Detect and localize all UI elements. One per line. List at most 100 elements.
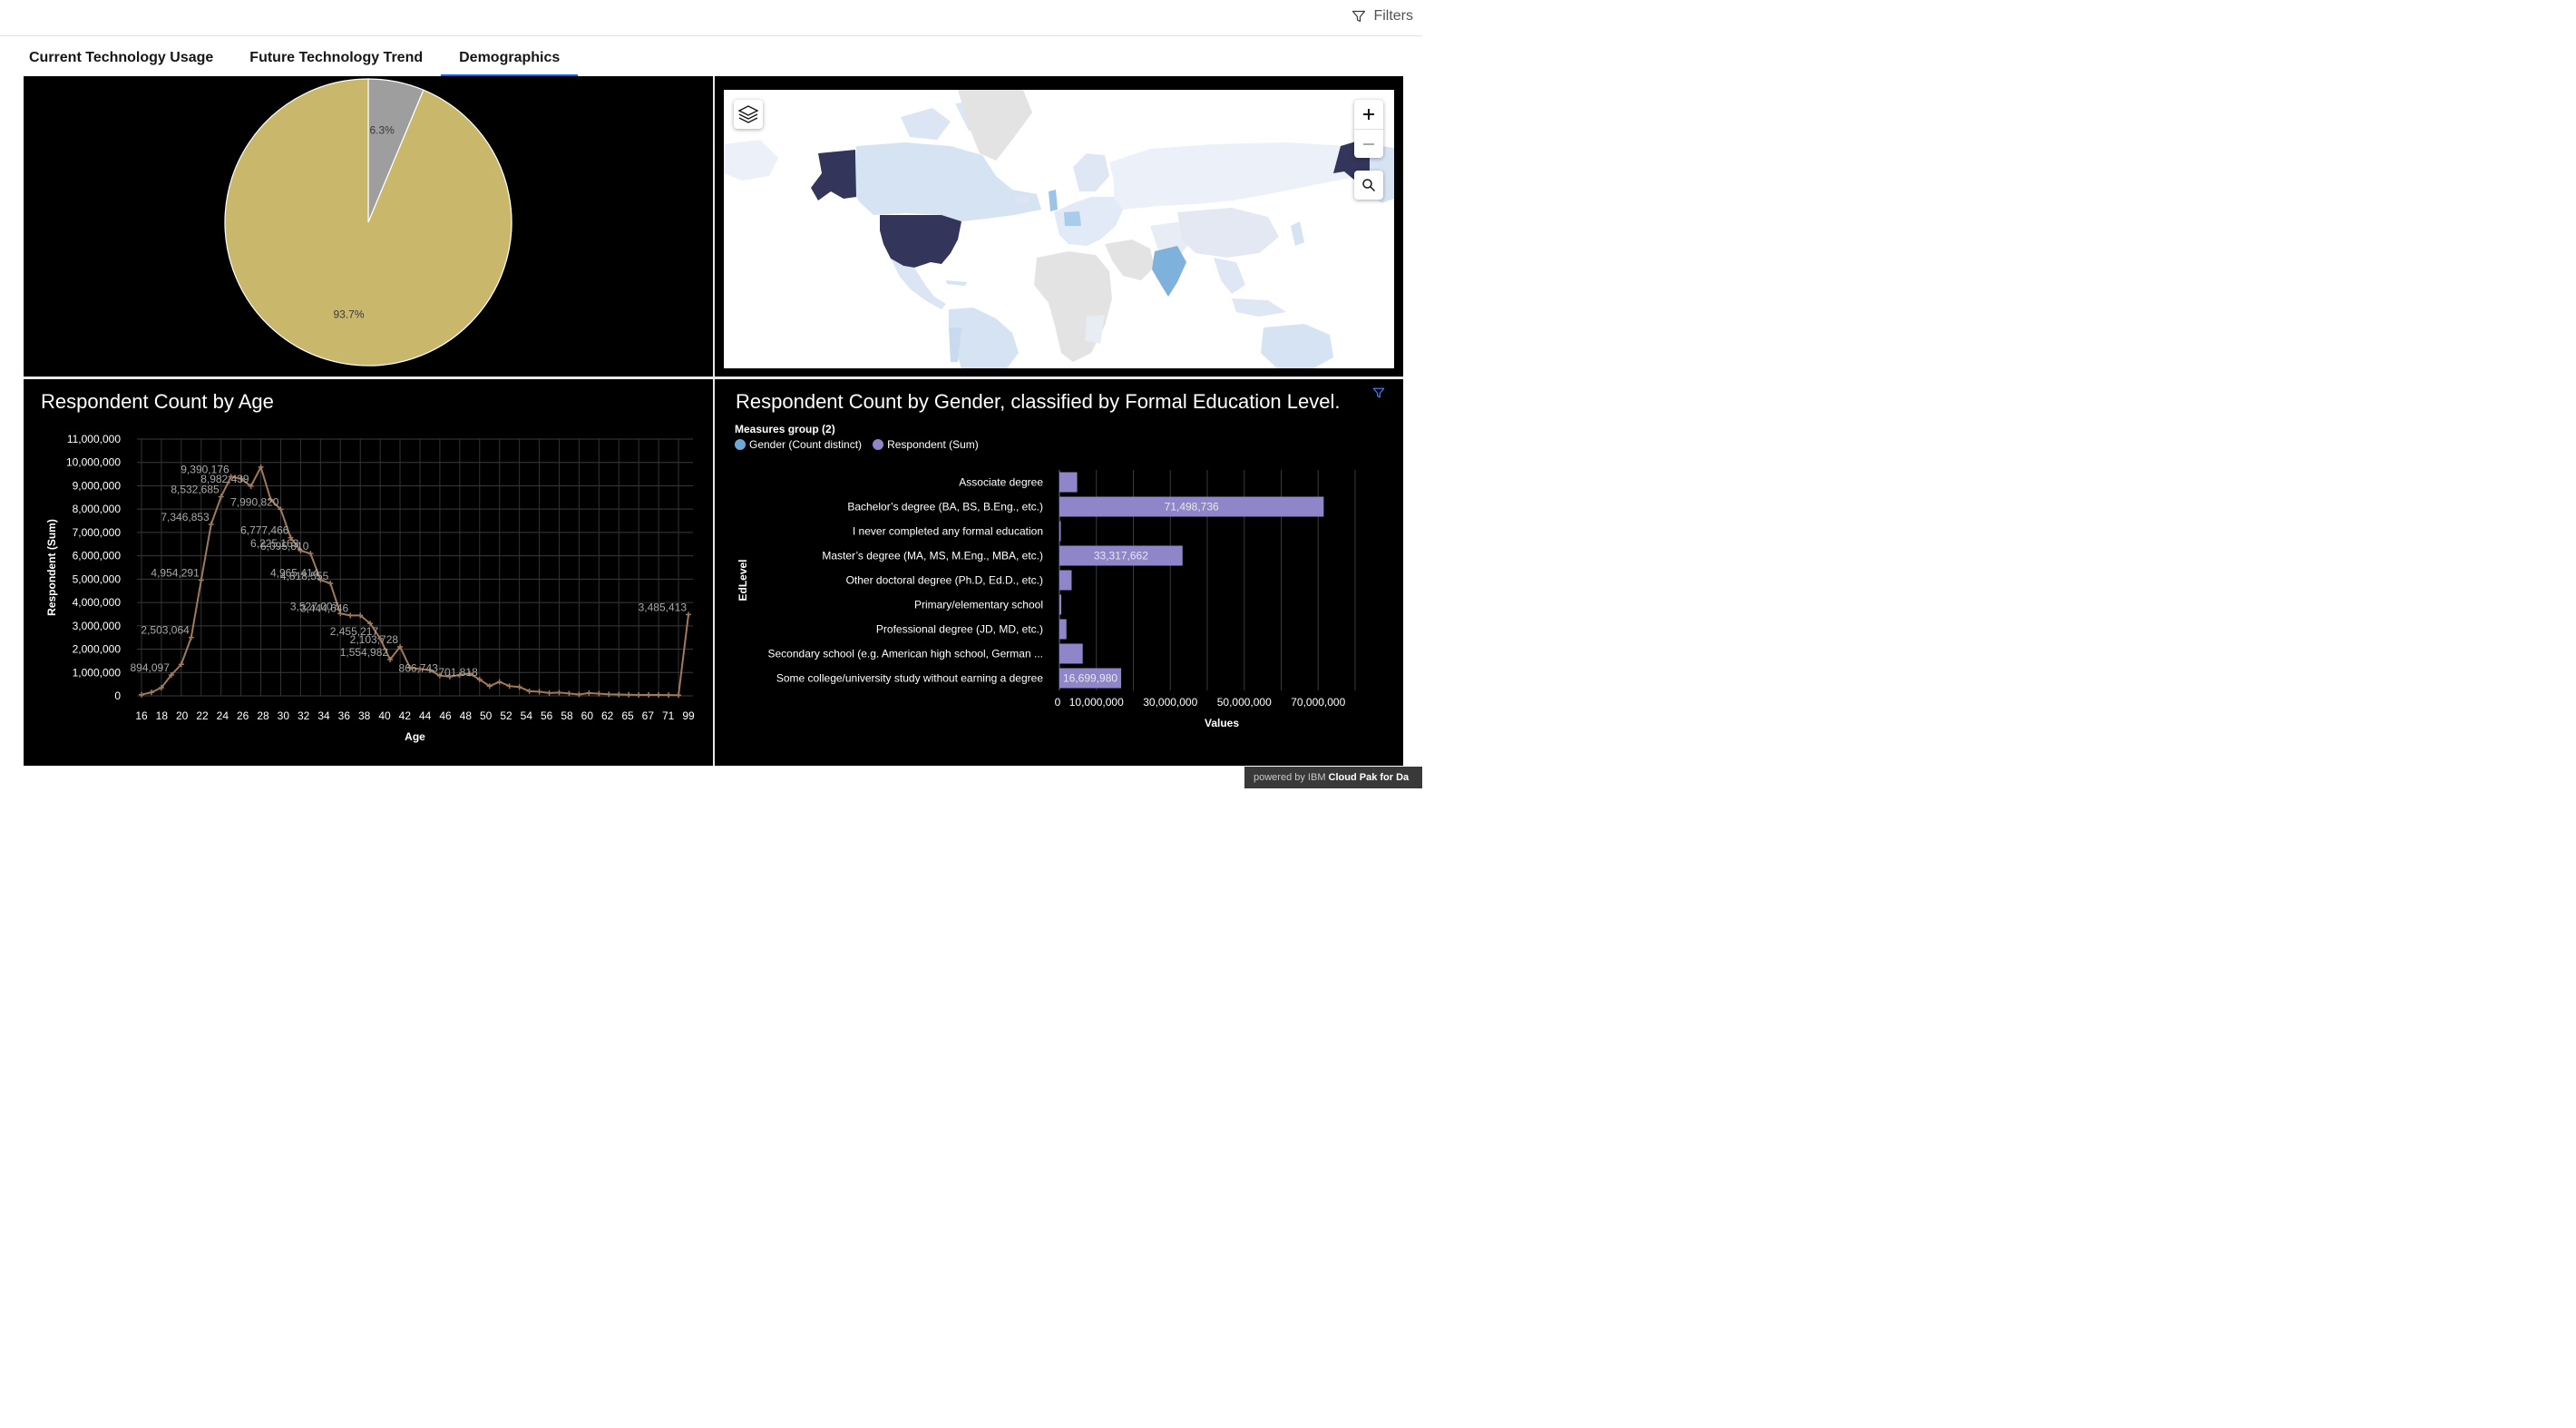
bar [1059,594,1062,615]
layers-icon [737,105,759,123]
data-point [317,577,324,583]
legend-label: Respondent (Sum) [887,438,979,451]
x-tick-label: 10,000,000 [1069,696,1124,709]
data-point [646,691,652,698]
bar [1059,545,1183,566]
x-tick-label: 50 [480,709,493,722]
x-tick-label: 40 [378,709,391,722]
data-label: 894,097 [131,661,171,674]
data-point [407,665,414,671]
x-axis-title: Age [405,730,425,743]
tab-demographics[interactable]: Demographics [441,40,579,76]
data-point [476,676,483,682]
bar [1059,472,1078,493]
data-point [436,672,443,679]
legend-swatch [873,439,884,450]
data-point [596,690,602,697]
data-point [556,690,562,696]
x-tick-label: 71 [662,709,675,722]
powered-prefix: powered by IBM [1254,772,1329,783]
y-tick-label: 6,000,000 [73,550,122,562]
y-tick-label: 3,000,000 [73,620,122,632]
x-tick-label: 65 [621,709,634,722]
data-point [446,673,453,680]
search-icon [1362,179,1376,192]
chart-legend: Gender (Count distinct) Respondent (Sum) [735,438,979,451]
data-point [546,690,552,696]
x-tick-label: 48 [460,709,473,722]
x-tick-label: 62 [601,709,614,722]
legend-title: Measures group (2) [735,423,835,435]
top-toolbar: Filters [0,0,1422,36]
data-label: 866,743 [399,662,439,675]
data-point [168,671,174,678]
x-tick-label: 20 [176,709,189,722]
x-axis-title: Values [1205,717,1239,729]
map-panel[interactable] [715,76,1403,377]
data-label: 3,444,646 [300,602,349,614]
tab-future-technology-trend[interactable]: Future Technology Trend [249,50,424,65]
data-label: 8,982,439 [200,473,249,485]
world-map-graphic [724,90,1394,368]
zoom-in-button[interactable] [1354,100,1383,129]
category-label: Bachelor’s degree (BA, BS, B.Eng., etc.) [847,501,1043,513]
layers-button[interactable] [734,100,763,129]
tab-current-technology-usage[interactable]: Current Technology Usage [29,50,214,65]
x-tick-label: 0 [1055,696,1061,709]
legend-item-gender[interactable]: Gender (Count distinct) [735,438,862,451]
filters-button[interactable]: Filters [1351,5,1413,27]
data-point [228,474,234,480]
data-label: 7,990,820 [230,495,279,508]
world-map[interactable] [724,90,1394,368]
y-tick-label: 1,000,000 [73,666,122,679]
bar-value-label: 71,498,736 [1165,501,1219,513]
data-label: 1,554,982 [340,646,389,659]
x-tick-label: 52 [500,709,512,722]
data-point [426,667,433,673]
data-point [327,581,334,587]
data-point [178,661,184,668]
data-point [208,521,214,527]
map-search-button[interactable] [1354,171,1383,200]
data-label: 3,527,007 [290,600,339,612]
data-point [268,496,274,503]
pie-slice-label: 93.7% [333,308,364,320]
chart-title: Respondent Count by Gender, classified b… [736,390,1341,413]
data-point [626,691,632,698]
data-label: 701,818 [438,666,478,679]
data-label: 3,485,413 [639,601,688,613]
x-tick-label: 42 [399,709,412,722]
y-axis-title: Respondent (Sum) [45,519,58,616]
x-tick-label: 32 [298,709,310,722]
pie-chart-panel[interactable]: 6.3% 93.7% [24,76,713,377]
filters-label: Filters [1373,8,1413,24]
age-line-chart-panel[interactable]: Respondent Count by Age 0 1,000,000 2,000,… [24,379,713,766]
data-point [456,671,463,678]
y-tick-label: 7,000,000 [73,526,122,539]
data-point [516,684,522,690]
x-tick-label: 34 [317,709,330,722]
category-label: Some college/university study without ea… [776,672,1043,685]
filter-icon [1352,10,1366,23]
data-point [258,464,264,470]
data-point [198,577,204,583]
dashboard-canvas: 6.3% 93.7% [24,76,1403,766]
data-point [337,611,344,617]
x-tick-label: 60 [581,709,594,722]
data-label: 9,390,176 [181,463,229,475]
zoom-out-button[interactable] [1354,129,1383,158]
data-point [506,683,512,690]
data-point [526,688,532,694]
x-tick-label: 30 [278,709,290,722]
filter-icon[interactable] [1372,386,1385,399]
y-tick-label: 4,000,000 [73,596,122,609]
bar [1059,619,1067,640]
data-point [158,684,164,690]
x-tick-label: 24 [217,709,229,722]
x-tick-label: 18 [156,709,169,722]
legend-item-respondent[interactable]: Respondent (Sum) [873,438,979,451]
zoom-controls [1354,100,1383,158]
education-bar-chart-panel[interactable]: Respondent Count by Gender, classified b… [715,379,1403,766]
y-tick-label: 8,000,000 [73,503,122,515]
data-label: 2,455,217 [330,625,379,638]
